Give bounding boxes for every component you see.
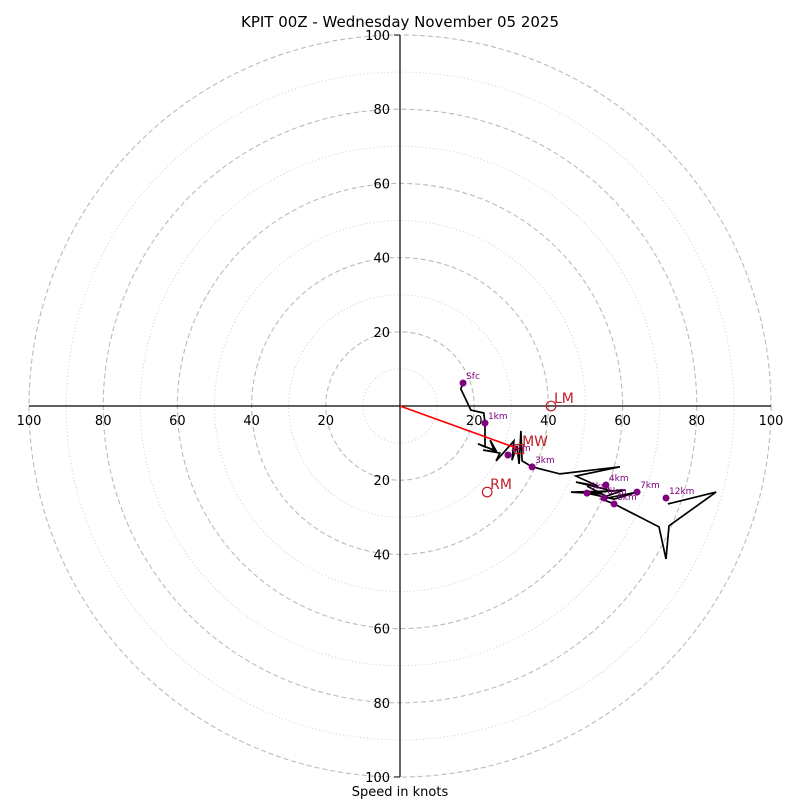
height-marker-dot xyxy=(633,488,641,496)
tick-label-up: 80 xyxy=(373,103,390,118)
height-marker-dot xyxy=(610,500,618,508)
hodograph-line xyxy=(459,382,717,560)
mean-wind-vector xyxy=(399,405,520,450)
height-marker-dot xyxy=(583,489,591,497)
tick-labels: 20 40 60 80 100 100 80 60 40 20 20 40 60 80 100 20 40 60 8… xyxy=(17,29,784,786)
height-marker-dot xyxy=(602,481,610,489)
storm-motion-marker xyxy=(513,443,525,455)
height-marker-dot xyxy=(504,451,512,459)
height-marker-label: 12km xyxy=(669,487,694,497)
height-marker-label: 8km xyxy=(617,493,637,503)
tick-label-right: 40 xyxy=(540,414,557,429)
height-marker-label: 6km xyxy=(607,487,627,497)
height-marker-label: 3km xyxy=(535,456,555,466)
height-marker-dot xyxy=(481,419,489,427)
storm-motion-label: RM xyxy=(490,477,512,493)
height-marker-label: 1km xyxy=(488,412,508,422)
height-marker-label: 4km xyxy=(609,474,629,484)
tick-label-up: 40 xyxy=(373,252,390,267)
storm-motion-marker xyxy=(545,400,557,412)
height-marker-label: 5km xyxy=(590,482,610,492)
height-marker-dot xyxy=(459,379,467,387)
storm-motion-label: MW xyxy=(522,434,548,450)
chart-title: KPIT 00Z - Wednesday November 05 2025 xyxy=(241,13,559,31)
tick-label-right: 100 xyxy=(759,414,784,429)
height-marker-dot xyxy=(600,494,608,502)
tick-label-down: 60 xyxy=(373,623,390,638)
tick-label-left: 80 xyxy=(95,414,112,429)
hodograph-trace xyxy=(399,382,717,560)
height-marker-dot xyxy=(528,463,536,471)
tick-label-down: 40 xyxy=(373,548,390,563)
tick-label-right: 80 xyxy=(689,414,706,429)
x-axis-label: Speed in knots xyxy=(352,785,449,800)
tick-label-right: 20 xyxy=(466,414,483,429)
storm-motion-markers: LM RM MW xyxy=(481,391,574,498)
height-marker-label: 2km xyxy=(511,444,531,454)
tick-label-right: 60 xyxy=(614,414,631,429)
tick-label-left: 20 xyxy=(318,414,335,429)
tick-label-up: 60 xyxy=(373,177,390,192)
tick-label-left: 40 xyxy=(243,414,260,429)
storm-motion-label: LM xyxy=(554,391,574,407)
storm-motion-marker xyxy=(481,486,493,498)
tick-label-up: 20 xyxy=(373,326,390,341)
tick-label-down: 80 xyxy=(373,697,390,712)
tick-label-up: 100 xyxy=(365,29,390,44)
height-marker-label: Sfc xyxy=(466,372,480,382)
tick-label-down: 100 xyxy=(365,771,390,786)
tick-label-left: 100 xyxy=(17,414,42,429)
height-marker-label: 7km xyxy=(640,481,660,491)
tick-label-left: 60 xyxy=(169,414,186,429)
height-marker-dot xyxy=(662,494,670,502)
tick-label-down: 20 xyxy=(373,474,390,489)
